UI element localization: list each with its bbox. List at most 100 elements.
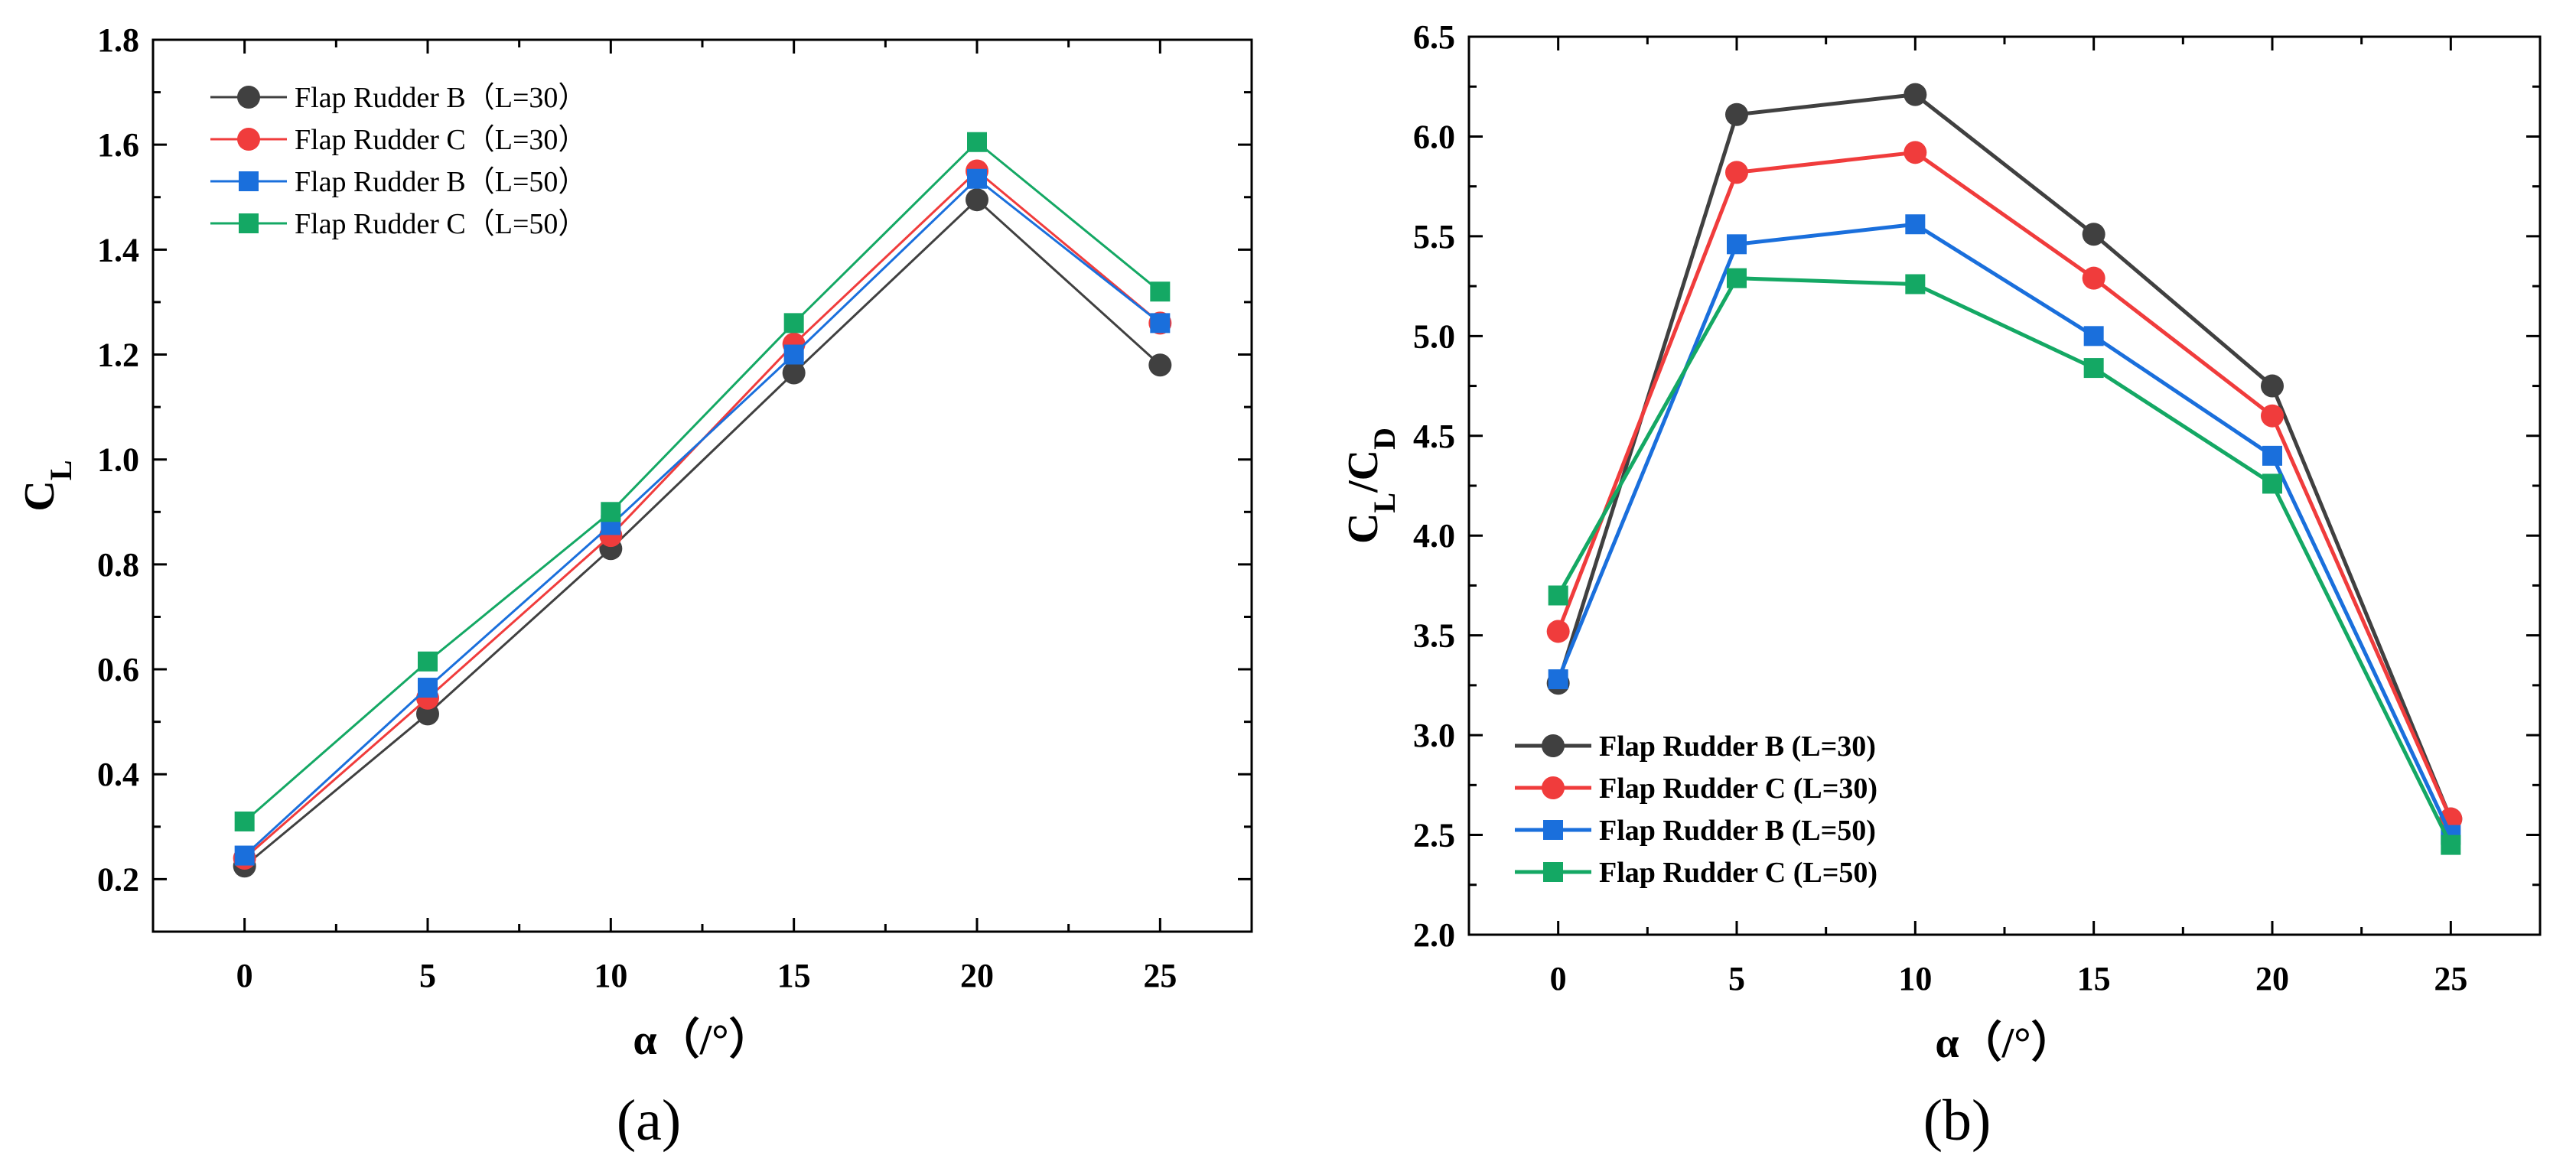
legend-label: Flap Rudder C（L=30） xyxy=(295,124,587,156)
y-tick-label: 1.0 xyxy=(97,441,139,479)
series-line-2 xyxy=(243,177,1161,857)
data-point-square xyxy=(1150,313,1171,333)
data-point-circle xyxy=(966,188,988,212)
data-point-circle xyxy=(2261,374,2284,398)
y-tick-label: 2.0 xyxy=(1413,916,1455,954)
data-point-square xyxy=(967,168,987,189)
data-point-square xyxy=(234,845,255,866)
y-tick-label: 4.0 xyxy=(1413,517,1455,555)
y-tick-label: 6.5 xyxy=(1413,18,1455,56)
data-point-square xyxy=(2262,473,2282,494)
data-point-circle xyxy=(416,702,439,726)
series-line-3 xyxy=(243,141,1161,823)
data-point-circle xyxy=(1904,141,1927,164)
legend-marker-circle xyxy=(1542,776,1565,799)
data-point-square xyxy=(1548,669,1568,690)
y-tick-label: 2.5 xyxy=(1413,817,1455,854)
data-point-square xyxy=(2441,835,2461,855)
data-point-circle xyxy=(1546,620,1570,643)
legend-marker-square xyxy=(239,213,259,233)
legend-marker-square xyxy=(1543,820,1563,840)
panel-a-line-chart: 0 5 10 15 20 25 0.2 0.4 0.6 0.8 1.0 1.2 1.4 1.6 1.8 Fla… xyxy=(16,21,1253,1153)
legend-label: Flap Rudder B（L=50） xyxy=(295,166,587,198)
legend-label: Flap Rudder B（L=30） xyxy=(295,82,587,114)
data-point-square xyxy=(2083,358,2104,379)
y-tick-label: 0.6 xyxy=(97,651,139,688)
legend-marker-circle xyxy=(237,128,260,151)
x-tick-label: 0 xyxy=(1550,960,1567,997)
panel-label: (b) xyxy=(1923,1088,1991,1153)
series-line-3 xyxy=(1556,276,2453,846)
data-point-circle xyxy=(1904,83,1927,106)
series-line-2 xyxy=(1556,222,2453,836)
x-tick-label: 20 xyxy=(2255,960,2289,997)
y-tick-label: 5.0 xyxy=(1413,317,1455,355)
y-tick-label: 1.6 xyxy=(97,126,139,164)
legend-label: Flap Rudder B (L=50) xyxy=(1599,815,1876,847)
data-point-circle xyxy=(1148,353,1172,377)
panel-label: (a) xyxy=(617,1088,681,1153)
data-point-square xyxy=(2083,326,2104,346)
y-tick-label: 1.8 xyxy=(97,21,139,59)
series-line-0 xyxy=(243,198,1161,867)
legend-label: Flap Rudder C (L=30) xyxy=(1599,773,1877,805)
data-point-square xyxy=(2262,445,2282,466)
data-point-circle xyxy=(1725,161,1748,184)
data-point-square xyxy=(1548,585,1568,606)
y-tick-label: 3.5 xyxy=(1413,617,1455,655)
data-point-square xyxy=(601,502,621,522)
series-line-0 xyxy=(1556,93,2453,820)
data-point-circle xyxy=(782,361,806,385)
y-tick-label: 6.0 xyxy=(1413,118,1455,155)
data-point-square xyxy=(783,344,804,365)
y-axis-title: CL/CD xyxy=(1340,428,1402,544)
y-tick-label: 4.5 xyxy=(1413,418,1455,455)
series-line-1 xyxy=(243,169,1161,860)
legend-marker-square xyxy=(239,171,259,191)
x-tick-label: 25 xyxy=(1143,957,1177,994)
x-tick-label: 20 xyxy=(960,957,994,994)
x-tick-label: 15 xyxy=(2077,960,2111,997)
data-point-square xyxy=(1905,274,1926,294)
legend-label: Flap Rudder C（L=50） xyxy=(295,208,587,240)
data-point-square xyxy=(1905,214,1926,235)
x-tick-label: 15 xyxy=(777,957,811,994)
data-point-square xyxy=(418,651,438,672)
data-point-circle xyxy=(1725,102,1748,126)
x-axis-title: α（/°） xyxy=(1935,1019,2073,1067)
legend-label: Flap Rudder B (L=30) xyxy=(1599,730,1876,763)
series-line-1 xyxy=(1556,150,2453,820)
data-point-square xyxy=(1150,281,1171,302)
legend-marker-circle xyxy=(1542,734,1565,757)
x-axis-title: α（/°） xyxy=(633,1016,771,1064)
legend: Flap Rudder B (L=30) Flap Rudder C (L=30)… xyxy=(1515,730,1877,889)
data-point-square xyxy=(967,132,987,152)
y-tick-label: 1.2 xyxy=(97,337,139,374)
data-point-square xyxy=(418,678,438,698)
y-tick-label: 5.5 xyxy=(1413,218,1455,255)
panel-b-line-chart: 0 5 10 15 20 25 2.0 2.5 3.0 3.5 4.0 4.5 5.0 5.5 6.0 6.5… xyxy=(1340,18,2542,1153)
y-tick-label: 3.0 xyxy=(1413,717,1455,754)
x-tick-label: 10 xyxy=(1898,960,1932,997)
y-tick-label: 1.4 xyxy=(97,231,139,268)
data-point-square xyxy=(1727,234,1747,255)
y-tick-label: 0.4 xyxy=(97,756,139,793)
x-tick-label: 25 xyxy=(2434,960,2467,997)
y-tick-label: 0.8 xyxy=(97,546,139,584)
data-point-square xyxy=(234,811,255,831)
data-point-circle xyxy=(2082,223,2105,246)
x-tick-label: 5 xyxy=(1728,960,1745,997)
data-point-square xyxy=(1727,268,1747,288)
x-tick-label: 10 xyxy=(594,957,627,994)
data-point-circle xyxy=(2261,404,2284,428)
legend-label: Flap Rudder C (L=50) xyxy=(1599,857,1877,889)
legend: Flap Rudder B（L=30） Flap Rudder C（L=30） Fl… xyxy=(210,82,587,240)
y-tick-label: 0.2 xyxy=(97,861,139,898)
x-tick-label: 0 xyxy=(236,957,253,994)
legend-marker-square xyxy=(1543,862,1563,882)
data-point-square xyxy=(783,313,804,333)
y-axis-title: CL xyxy=(16,460,78,511)
data-point-circle xyxy=(2082,266,2105,290)
legend-marker-circle xyxy=(237,86,260,109)
